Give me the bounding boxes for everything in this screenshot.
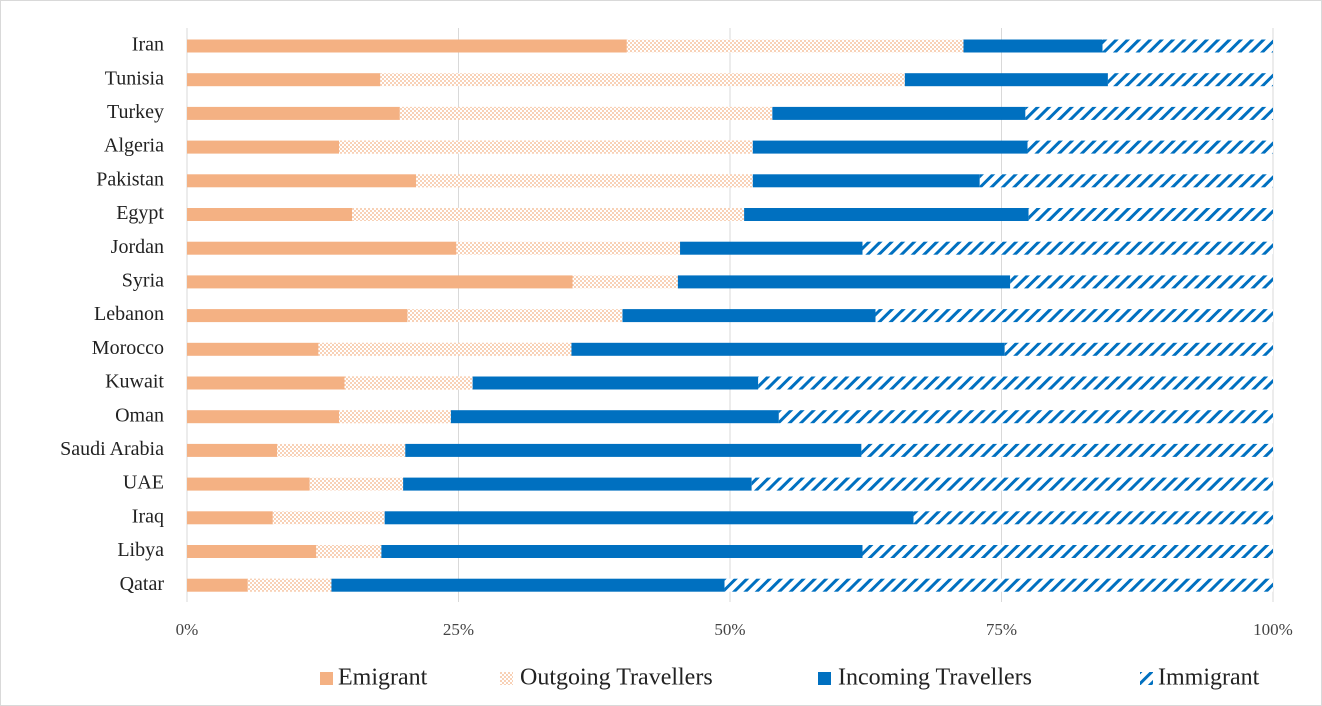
legend-label: Incoming Travellers — [838, 665, 1032, 691]
bar-segment — [339, 140, 753, 154]
y-tick-label: Saudi Arabia — [60, 438, 164, 460]
bar-segment — [187, 39, 627, 53]
bar-segment — [187, 443, 278, 457]
bar-segment — [187, 73, 381, 87]
bar-segment — [187, 511, 273, 525]
bar-segment — [187, 106, 400, 120]
bar-segment — [318, 342, 572, 356]
x-tick-label: 0% — [176, 620, 199, 639]
bar-segment — [752, 140, 1028, 154]
bar-segment — [572, 275, 678, 289]
bar-segment — [403, 477, 752, 491]
legend-label: Outgoing Travellers — [520, 665, 713, 691]
bar-segment — [339, 410, 451, 424]
bar-segment — [677, 275, 1011, 289]
bar-segment — [352, 208, 745, 221]
bar-segment — [405, 443, 862, 457]
bar-segment — [344, 376, 473, 390]
legend-swatch — [1140, 672, 1153, 685]
bar-segment — [680, 241, 863, 255]
bar-segment — [751, 477, 1273, 491]
bar-segment — [187, 545, 317, 558]
bar-segment — [381, 545, 863, 558]
bar-segment — [309, 477, 404, 491]
legend-label: Emigrant — [338, 665, 428, 691]
legend-label: Immigrant — [1158, 665, 1260, 691]
bar-segment — [1102, 39, 1273, 53]
bar-segment — [963, 39, 1103, 53]
bar-segment — [407, 309, 623, 323]
y-tick-label: Kuwait — [105, 371, 164, 393]
x-tick-label: 25% — [443, 620, 474, 639]
bar-segment — [1107, 73, 1273, 87]
bar-segment — [272, 511, 385, 525]
bar-segment — [862, 545, 1273, 558]
bar-segment — [316, 545, 382, 558]
bar-segment — [187, 309, 408, 323]
y-tick-label: Qatar — [120, 573, 165, 595]
bar-segment — [1027, 140, 1273, 154]
bar-segment — [724, 578, 1273, 592]
x-tick-label: 75% — [986, 620, 1017, 639]
bar-segment — [187, 140, 340, 154]
legend-swatch — [500, 672, 513, 685]
y-tick-label: Pakistan — [96, 168, 164, 190]
y-tick-label: Morocco — [92, 337, 164, 359]
bar-segment — [277, 443, 406, 457]
bar-segment — [778, 410, 1273, 424]
y-tick-label: Syria — [122, 269, 164, 291]
bar-segment — [331, 578, 725, 592]
bar-segment — [450, 410, 779, 424]
y-tick-label: Algeria — [104, 135, 164, 157]
bar-segment — [626, 39, 964, 53]
legend-swatch — [818, 672, 831, 685]
bar-segment — [384, 511, 914, 525]
bar-segment — [380, 73, 905, 87]
bar-segment — [187, 376, 345, 390]
y-tick-label: Egypt — [116, 202, 164, 224]
bar-segment — [187, 410, 340, 424]
bar-segment — [1010, 275, 1273, 289]
bar-segment — [1004, 342, 1273, 356]
bar-segment — [472, 376, 759, 390]
bar-segment — [913, 511, 1273, 525]
y-tick-label: UAE — [123, 472, 164, 494]
bar-segment — [1025, 106, 1273, 120]
x-tick-label: 100% — [1253, 620, 1293, 639]
bar-segment — [187, 342, 319, 356]
bar-segment — [904, 73, 1108, 87]
y-tick-label: Iran — [132, 34, 164, 56]
bar-segment — [571, 342, 1005, 356]
bar-segment — [187, 241, 457, 255]
y-tick-label: Tunisia — [105, 67, 164, 89]
bar-segment — [744, 208, 1029, 221]
bar-segment — [187, 174, 417, 188]
bar-segment — [979, 174, 1273, 188]
y-tick-label: Libya — [117, 539, 164, 561]
bar-segment — [187, 477, 310, 491]
bar-segment — [758, 376, 1273, 390]
bar-segment — [399, 106, 773, 120]
x-tick-label: 50% — [714, 620, 745, 639]
bar-segment — [247, 578, 332, 592]
bar-segment — [862, 241, 1273, 255]
y-tick-label: Turkey — [107, 101, 164, 123]
bar-segment — [861, 443, 1273, 457]
bar-segment — [772, 106, 1026, 120]
y-tick-label: Lebanon — [94, 303, 164, 325]
legend-swatch — [320, 672, 333, 685]
bar-segment — [456, 241, 681, 255]
y-tick-label: Oman — [115, 404, 164, 426]
bar-segment — [752, 174, 980, 188]
y-tick-label: Iraq — [132, 505, 164, 527]
bar-segment — [622, 309, 876, 323]
bar-segment — [187, 275, 573, 289]
y-tick-label: Jordan — [111, 236, 164, 258]
bar-segment — [416, 174, 753, 188]
bar-segment — [187, 208, 353, 221]
bar-segment — [1028, 208, 1273, 221]
bar-segment — [875, 309, 1273, 323]
bar-segment — [187, 578, 248, 592]
